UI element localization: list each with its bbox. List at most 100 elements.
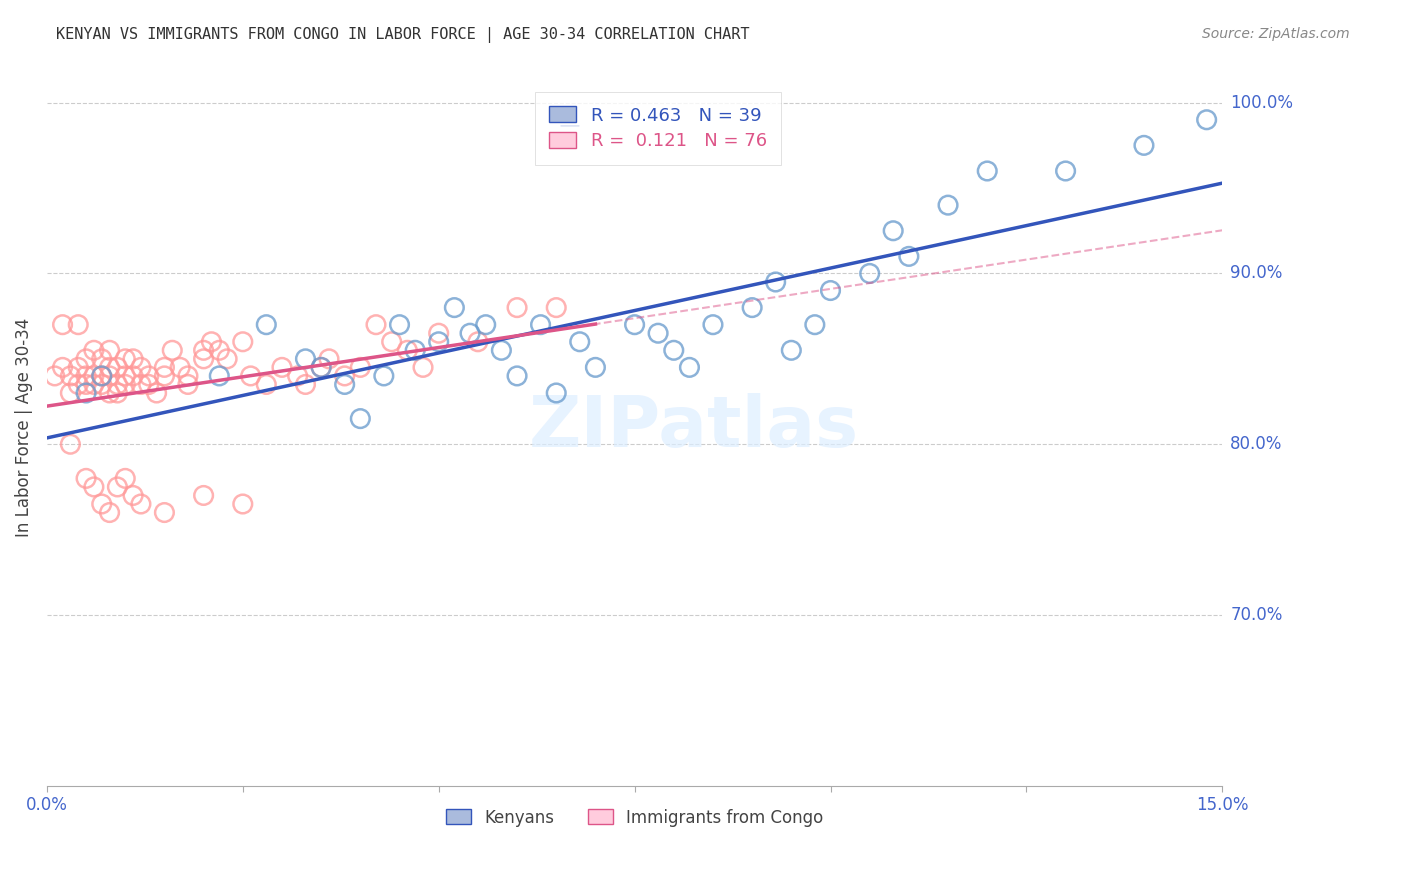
Point (75, 351, 97, 366)
Text: 80.0%: 80.0% (1230, 435, 1282, 453)
Point (897, 249, 920, 263)
Point (208, 368, 231, 383)
Point (75, 368, 97, 383)
Point (114, 377, 136, 392)
Point (239, 368, 262, 383)
Point (333, 377, 356, 392)
Point (177, 368, 200, 383)
Text: 90.0%: 90.0% (1230, 264, 1282, 283)
Point (412, 360, 434, 375)
Point (98, 506, 121, 520)
Point (467, 334, 489, 349)
Point (107, 480, 129, 494)
Point (114, 471, 136, 485)
Point (153, 360, 176, 375)
Point (67, 360, 90, 375)
Point (529, 318, 551, 332)
Point (647, 326, 669, 341)
Point (98, 368, 121, 383)
Point (546, 386, 568, 401)
Point (741, 301, 763, 315)
Point (976, 164, 998, 178)
Point (129, 497, 152, 511)
Point (662, 343, 685, 358)
Point (333, 368, 356, 383)
Point (200, 334, 222, 349)
Point (75, 471, 97, 485)
Point (75, 377, 97, 392)
Point (1054, 164, 1077, 178)
Point (349, 411, 371, 425)
Point (568, 334, 591, 349)
Point (98, 360, 121, 375)
Point (309, 360, 332, 375)
Point (583, 360, 606, 375)
Legend: Kenyans, Immigrants from Congo: Kenyans, Immigrants from Congo (437, 800, 831, 835)
Point (678, 360, 700, 375)
Point (364, 318, 387, 332)
Point (90, 368, 112, 383)
Point (83, 368, 105, 383)
Point (780, 343, 803, 358)
Point (294, 377, 316, 392)
Point (51, 360, 73, 375)
Point (98, 386, 121, 401)
Point (1195, 112, 1218, 127)
Point (75, 386, 97, 401)
Point (59, 437, 82, 451)
Text: 70.0%: 70.0% (1230, 606, 1282, 624)
Point (427, 326, 450, 341)
Point (427, 334, 450, 349)
Point (474, 318, 496, 332)
Point (138, 377, 160, 392)
Point (107, 360, 129, 375)
Point (67, 318, 90, 332)
Point (318, 351, 340, 366)
Point (122, 368, 145, 383)
Point (491, 343, 513, 358)
Point (254, 318, 277, 332)
Point (1133, 138, 1156, 153)
Text: 100.0%: 100.0% (1230, 94, 1294, 112)
Point (59, 368, 82, 383)
Point (287, 368, 309, 383)
Point (83, 343, 105, 358)
Point (443, 301, 465, 315)
Point (882, 224, 904, 238)
Point (859, 267, 882, 281)
Point (623, 318, 645, 332)
Point (349, 360, 371, 375)
Point (765, 275, 787, 289)
Point (388, 318, 411, 332)
Point (59, 386, 82, 401)
Point (114, 368, 136, 383)
Point (546, 301, 568, 315)
Point (129, 377, 152, 392)
Point (254, 377, 277, 392)
Point (373, 368, 395, 383)
Point (162, 343, 184, 358)
Point (177, 377, 200, 392)
Text: KENYAN VS IMMIGRANTS FROM CONGO IN LABOR FORCE | AGE 30-34 CORRELATION CHART: KENYAN VS IMMIGRANTS FROM CONGO IN LABOR… (56, 27, 749, 43)
Point (90, 497, 112, 511)
Point (90, 368, 112, 383)
Point (232, 334, 254, 349)
Point (114, 351, 136, 366)
Point (169, 360, 191, 375)
Point (217, 351, 239, 366)
Point (145, 386, 167, 401)
Point (193, 351, 215, 366)
Point (208, 343, 231, 358)
Point (232, 497, 254, 511)
Point (122, 488, 145, 502)
Text: ZIPatlas: ZIPatlas (529, 392, 859, 462)
Point (83, 480, 105, 494)
Point (381, 334, 404, 349)
Point (122, 351, 145, 366)
Point (404, 343, 426, 358)
Point (804, 318, 827, 332)
Text: Source: ZipAtlas.com: Source: ZipAtlas.com (1202, 27, 1350, 41)
Point (51, 318, 73, 332)
Point (820, 284, 842, 298)
Point (107, 377, 129, 392)
